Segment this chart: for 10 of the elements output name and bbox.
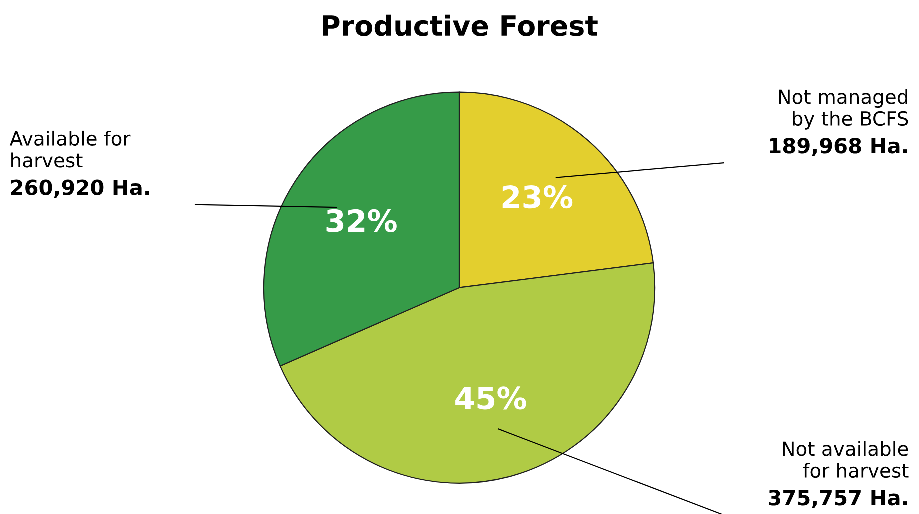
slice-label: Not available for harvest xyxy=(783,441,909,478)
text: 32% xyxy=(326,209,397,232)
text: 45% xyxy=(456,386,526,410)
slice-label: Not managed by the BCFS xyxy=(779,89,908,130)
data-label: 260,920 Ha. xyxy=(11,180,150,198)
chart-title: Productive Forest xyxy=(323,14,598,36)
text: 23% xyxy=(502,186,573,209)
data-label: 189,968 Ha. xyxy=(770,138,908,156)
data-label: 375,757 Ha. xyxy=(769,490,908,508)
slice-label: Available for harvest xyxy=(10,130,131,168)
